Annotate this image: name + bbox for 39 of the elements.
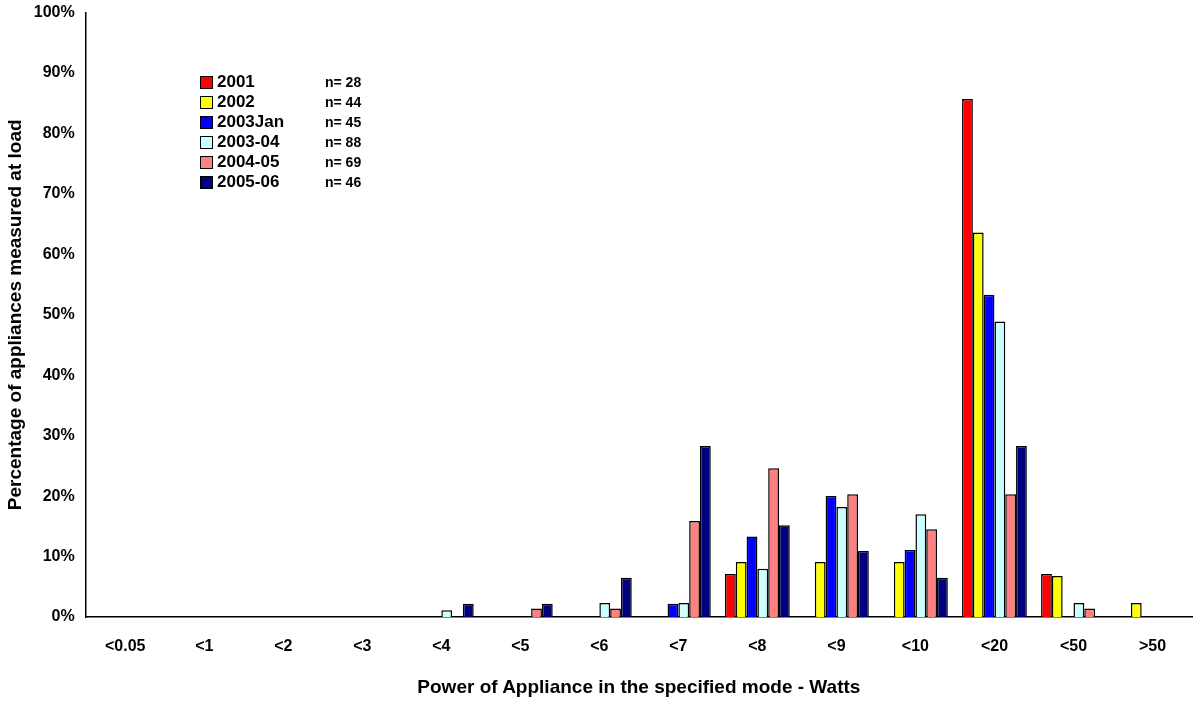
legend-label: 2003Jan <box>217 112 286 132</box>
y-tick-label: 40% <box>42 365 75 383</box>
annotation: n= 69 <box>325 154 362 170</box>
x-tick-label: <9 <box>827 637 846 655</box>
y-tick-label: 60% <box>42 244 75 262</box>
legend-label: 2001 <box>217 72 256 92</box>
legend-label: 2005-06 <box>217 172 281 192</box>
annotation: n= 44 <box>325 94 362 110</box>
y-tick-label: 90% <box>42 63 75 81</box>
x-tick-label: <7 <box>669 637 688 655</box>
legend-label: 2003-04 <box>217 132 281 152</box>
y-tick-label: 70% <box>42 184 75 202</box>
x-tick-label: <50 <box>1059 637 1088 655</box>
y-tick-label: 50% <box>42 305 75 323</box>
y-axis-title: Percentage of appliances measured at load <box>3 119 25 511</box>
x-tick-label: <2 <box>274 637 293 655</box>
x-tick-label: <8 <box>748 637 767 655</box>
y-tick-label: 30% <box>42 426 75 444</box>
annotation: n= 28 <box>325 74 362 90</box>
x-tick-label: >50 <box>1138 637 1167 655</box>
x-tick-label: <1 <box>195 637 214 655</box>
annotation: n= 46 <box>325 174 362 190</box>
y-tick-label: 80% <box>42 123 75 141</box>
x-tick-label: <3 <box>353 637 372 655</box>
x-tick-label: <10 <box>901 637 930 655</box>
y-tick-label: 10% <box>42 546 75 564</box>
x-tick-label: <0.05 <box>104 637 146 655</box>
annotation: n= 45 <box>325 114 362 130</box>
legend-label: 2004-05 <box>217 152 281 172</box>
y-tick-label: 0% <box>51 607 75 625</box>
y-tick-label: 20% <box>42 486 75 504</box>
x-tick-label: <5 <box>511 637 530 655</box>
x-tick-label: <4 <box>432 637 451 655</box>
x-tick-label: <6 <box>590 637 609 655</box>
y-tick-label: 100% <box>33 3 75 21</box>
x-tick-label: <20 <box>980 637 1009 655</box>
legend-label: 2002 <box>217 92 256 112</box>
x-axis-title: Power of Appliance in the specified mode - Watts <box>417 675 861 697</box>
annotation: n= 88 <box>325 134 362 150</box>
